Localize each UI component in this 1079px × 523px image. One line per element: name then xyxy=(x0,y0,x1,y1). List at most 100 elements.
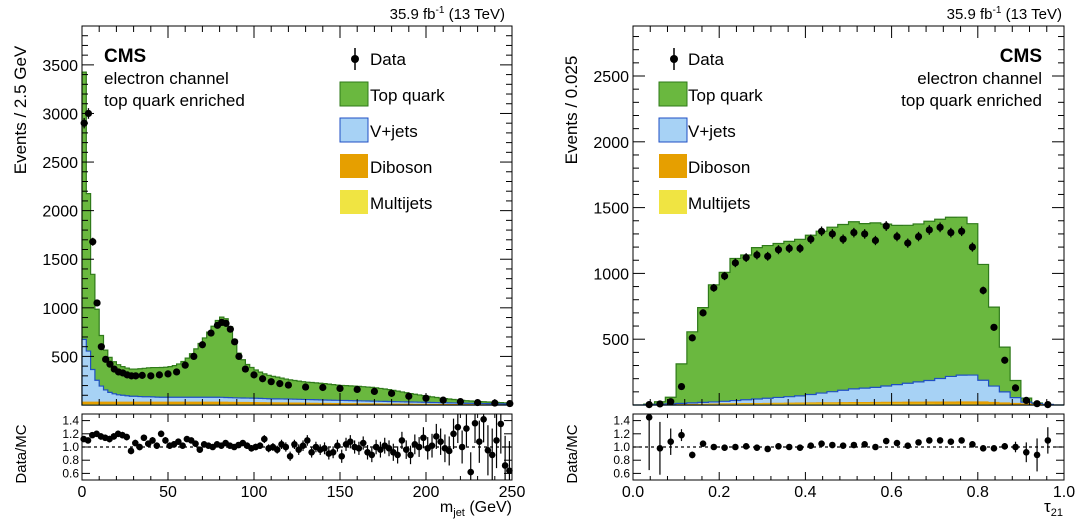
ratio-point xyxy=(476,438,483,446)
ratio-y-tick-label: 0.8 xyxy=(62,453,79,467)
ratio-point xyxy=(140,434,148,442)
ratio-point xyxy=(645,414,653,421)
legend-vjets-swatch xyxy=(339,117,369,143)
region-label: top quark enriched xyxy=(901,91,1042,110)
ratio-y-tick-label: 0.8 xyxy=(613,453,630,467)
data-point xyxy=(753,251,761,259)
ratio-point xyxy=(1033,451,1041,459)
ratio-point xyxy=(299,442,307,449)
ratio-point xyxy=(484,447,492,454)
legend-top-label: Top quark xyxy=(370,86,445,105)
data-point xyxy=(839,235,847,243)
data-point xyxy=(353,385,361,394)
ratio-point xyxy=(308,448,315,456)
data-point xyxy=(742,254,750,262)
y-tick-label: 2500 xyxy=(42,155,78,172)
ratio-point xyxy=(338,452,346,460)
data-point xyxy=(1001,356,1009,364)
data-point xyxy=(990,323,998,331)
x-tick-label: 0 xyxy=(78,484,87,501)
data-point xyxy=(979,286,987,295)
data-point xyxy=(1033,400,1041,408)
ratio-point xyxy=(407,451,414,459)
ratio-y-tick-label: 1.0 xyxy=(62,440,79,454)
data-point xyxy=(882,222,890,230)
cms-label: CMS xyxy=(104,46,146,67)
ratio-point xyxy=(501,462,509,469)
data-point xyxy=(370,387,378,395)
ratio-point xyxy=(398,437,406,444)
data-point xyxy=(102,355,110,363)
stack-top-quark xyxy=(81,71,513,406)
data-point xyxy=(731,259,739,267)
data-point xyxy=(250,371,258,379)
ratio-point xyxy=(872,443,879,451)
data-point xyxy=(764,252,772,260)
ratio-point xyxy=(394,451,401,459)
ratio-point xyxy=(192,440,199,448)
data-point xyxy=(893,232,901,241)
legend-vjets-label: V+jets xyxy=(370,122,418,141)
data-point xyxy=(173,368,181,376)
legend-top-swatch xyxy=(339,81,369,107)
ratio-point xyxy=(355,445,363,452)
ratio-point xyxy=(506,467,513,475)
y-tick-label: 1500 xyxy=(593,201,629,218)
x-tick-label: 0.2 xyxy=(708,484,730,501)
legend-vjets-label: V+jets xyxy=(688,122,736,141)
ratio-point xyxy=(433,433,440,440)
data-point xyxy=(667,398,675,406)
main-frame xyxy=(81,25,513,406)
data-point xyxy=(155,371,163,379)
legend-multijets-swatch xyxy=(659,190,687,214)
ratio-point xyxy=(454,423,462,431)
data-point xyxy=(190,352,198,361)
data-point xyxy=(936,223,944,231)
ratio-point xyxy=(829,441,836,449)
ratio-point xyxy=(861,441,868,448)
ratio-point xyxy=(84,437,92,444)
legend-diboson-label: Diboson xyxy=(370,158,432,177)
data-point xyxy=(226,325,234,333)
data-point xyxy=(1022,396,1030,404)
ratio-point xyxy=(818,440,825,448)
legend-top-label: Top quark xyxy=(688,86,763,105)
x-tick-label: 200 xyxy=(413,484,440,501)
data-point xyxy=(336,384,344,393)
ratio-point xyxy=(936,437,944,444)
data-point xyxy=(720,272,729,280)
data-point xyxy=(914,232,923,241)
data-point xyxy=(861,230,869,238)
ratio-point xyxy=(667,438,675,446)
ratio-point xyxy=(488,451,496,459)
ratio-point xyxy=(1044,437,1052,444)
ratio-point xyxy=(850,441,858,449)
ratio-point xyxy=(282,443,290,451)
y-tick-label: 2000 xyxy=(42,204,78,221)
ratio-point xyxy=(764,445,771,453)
channel-label: electron channel xyxy=(917,69,1042,88)
y-tick-label: 1000 xyxy=(593,266,629,283)
ratio-point xyxy=(969,441,976,448)
ratio-point xyxy=(1022,448,1030,456)
ratio-point xyxy=(990,445,998,452)
ratio-point xyxy=(437,438,444,446)
data-point xyxy=(677,382,686,391)
stack-v-jets xyxy=(633,374,1064,406)
ratio-point xyxy=(179,442,186,449)
data-point xyxy=(656,400,664,408)
x-tick-label: 0.6 xyxy=(880,484,902,501)
ratio-point xyxy=(334,442,341,449)
legend: Data Top quark V+jets Diboson Multijets xyxy=(658,48,763,214)
data-point xyxy=(785,244,793,252)
region-label: top quark enriched xyxy=(104,91,245,110)
ratio-y-tick-label: 0.6 xyxy=(613,466,630,480)
lumi-label: 35.9 fb-1 (13 TeV) xyxy=(947,5,1062,23)
ratio-point xyxy=(807,442,815,449)
data-point xyxy=(774,246,783,254)
ratio-point xyxy=(402,446,410,453)
ratio-point xyxy=(196,446,204,453)
data-point xyxy=(710,284,718,292)
data-point xyxy=(207,329,215,337)
ratio-y-tick-label: 1.0 xyxy=(613,440,630,454)
